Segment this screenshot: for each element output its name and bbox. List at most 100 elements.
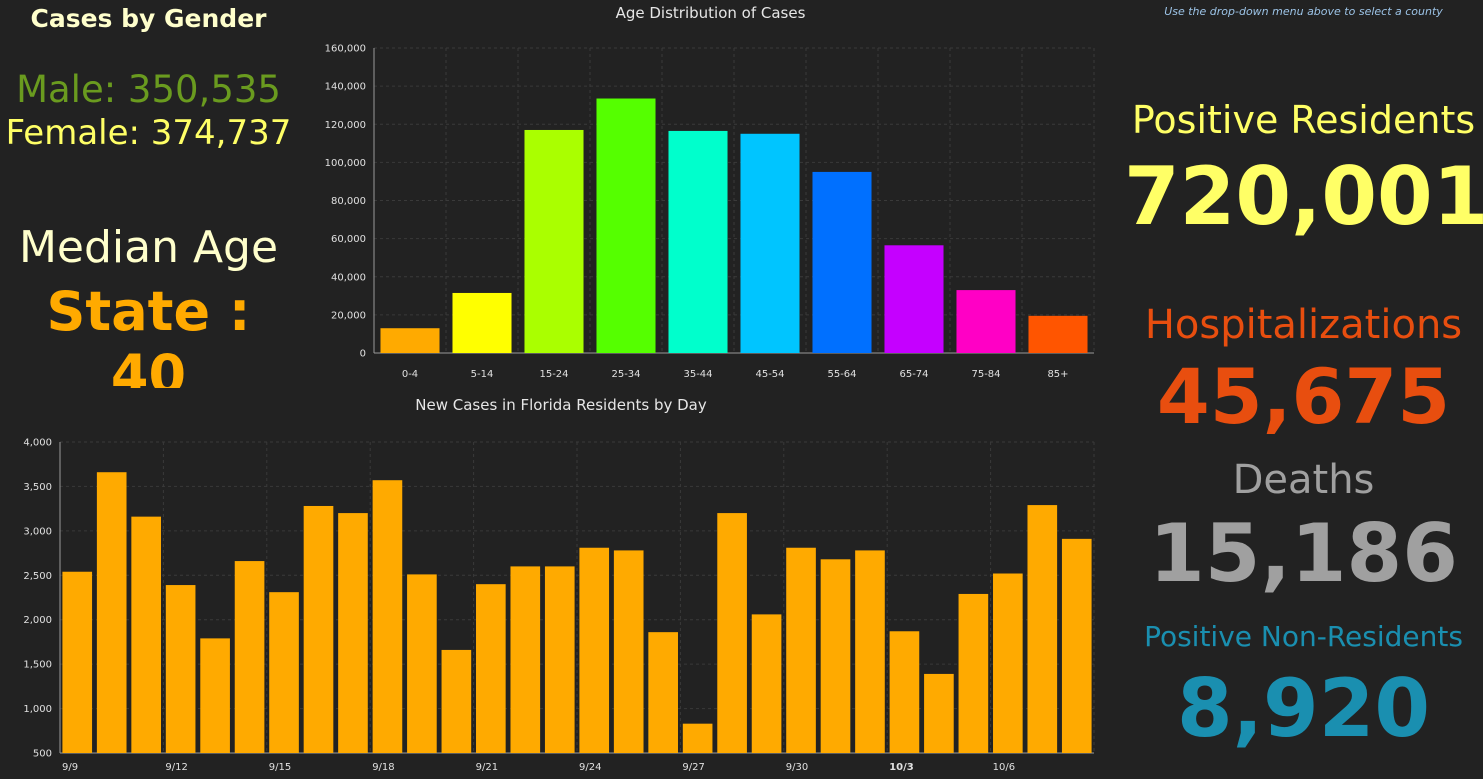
x-tick-label: 9/21 [476, 762, 498, 773]
daily-chart-title: New Cases in Florida Residents by Day [415, 396, 707, 414]
positive-residents-value: 720,001 [1124, 150, 1483, 243]
x-tick-label: 65-74 [899, 369, 928, 380]
hospitalizations-label: Hospitalizations [1144, 302, 1463, 348]
positive-non-residents-value: 8,920 [1176, 662, 1431, 755]
hospitalizations-value: 45,675 [1156, 352, 1451, 441]
county-select-note: Use the drop-down menu above to select a… [1164, 5, 1443, 18]
x-tick-label: 10/6 [993, 762, 1015, 773]
x-tick-label: 9/30 [786, 762, 808, 773]
bar [269, 592, 299, 753]
deaths-value: 15,186 [1149, 507, 1458, 600]
y-tick-label: 60,000 [331, 234, 366, 245]
x-tick-label: 15-24 [539, 369, 568, 380]
bar [380, 328, 440, 353]
bar [613, 550, 644, 753]
x-tick-label: 10/3 [889, 762, 914, 773]
bar [510, 566, 541, 753]
x-tick-label: 9/27 [682, 762, 704, 773]
x-tick-label: 9/12 [165, 762, 187, 773]
daily-cases-panel: New Cases in Florida Residents by Day 50… [0, 390, 1122, 779]
y-tick-label: 2,500 [23, 571, 52, 582]
female-count: Female: 374,737 [5, 113, 292, 153]
bar [855, 550, 885, 753]
bar [958, 593, 989, 753]
bar [200, 638, 230, 753]
deaths-panel: Deaths 15,186 [1124, 453, 1483, 610]
age-chart-title: Age Distribution of Cases [615, 4, 806, 22]
positive-non-residents-label: Positive Non-Residents [1144, 620, 1463, 653]
bar [441, 649, 472, 753]
x-tick-label: 5-14 [471, 369, 494, 380]
bar [924, 673, 954, 753]
y-tick-label: 500 [33, 749, 52, 760]
gender-panel: Cases by Gender Male: 350,535 Female: 37… [0, 0, 297, 178]
bar [62, 571, 93, 753]
bar [740, 133, 800, 353]
bar [165, 585, 196, 753]
y-tick-label: 80,000 [331, 196, 366, 207]
x-tick-label: 55-64 [827, 369, 856, 380]
bar [889, 631, 920, 753]
positive-residents-panel: Positive Residents 720,001 [1124, 42, 1483, 298]
bar [452, 292, 512, 353]
y-tick-label: 20,000 [331, 310, 366, 321]
median-age-value: State : 40 [46, 280, 251, 388]
x-tick-label: 85+ [1047, 369, 1068, 380]
bar [751, 614, 782, 753]
bar [956, 290, 1016, 353]
x-tick-label: 35-44 [683, 369, 712, 380]
bar [648, 632, 678, 753]
y-tick-label: 3,000 [23, 526, 52, 537]
bar [786, 547, 816, 753]
bar [812, 171, 872, 353]
bar [544, 566, 575, 753]
bar [476, 584, 506, 753]
y-tick-label: 2,000 [23, 615, 52, 626]
bar [820, 559, 851, 753]
bar [682, 723, 713, 753]
deaths-label: Deaths [1232, 457, 1375, 503]
bar [717, 513, 747, 753]
age-distribution-chart: 0 20,000 40,000 60,000 80,000 100,000 120,000 1… [325, 44, 1095, 380]
bar [234, 561, 265, 753]
bar [1027, 505, 1058, 753]
daily-cases-chart: 500 1,000 1,500 2,000 2,500 3,000 3,500 4,000 9/… [23, 438, 1095, 773]
bar [303, 505, 334, 753]
y-tick-label: 140,000 [325, 82, 366, 93]
bar [884, 245, 944, 353]
y-tick-label: 120,000 [325, 120, 366, 131]
positive-residents-label: Positive Residents [1131, 98, 1476, 142]
y-tick-label: 160,000 [325, 44, 366, 55]
bar [1028, 315, 1088, 353]
bar [372, 480, 403, 753]
bar [596, 98, 656, 353]
bar [407, 574, 437, 753]
male-count: Male: 350,535 [16, 68, 281, 111]
x-tick-label: 75-84 [971, 369, 1000, 380]
y-tick-label: 100,000 [325, 158, 366, 169]
y-tick-label: 1,000 [23, 704, 52, 715]
hospitalizations-panel: Hospitalizations 45,675 [1124, 300, 1483, 451]
positive-non-residents-panel: Positive Non-Residents 8,920 [1124, 612, 1483, 779]
x-tick-label: 0-4 [402, 369, 418, 380]
gender-title: Cases by Gender [30, 4, 267, 33]
county-note-panel: Use the drop-down menu above to select a… [1124, 0, 1483, 40]
bar [668, 130, 728, 353]
y-tick-label: 40,000 [331, 272, 366, 283]
bar [579, 547, 610, 753]
x-tick-label: 25-34 [611, 369, 640, 380]
x-tick-label: 45-54 [755, 369, 784, 380]
bar [96, 472, 127, 753]
y-tick-label: 0 [360, 349, 366, 360]
y-tick-label: 1,500 [23, 660, 52, 671]
y-tick-label: 4,000 [23, 438, 52, 449]
x-tick-label: 9/18 [372, 762, 394, 773]
bar [993, 573, 1023, 753]
x-tick-label: 9/24 [579, 762, 601, 773]
x-tick-label: 9/15 [269, 762, 291, 773]
bar [338, 513, 368, 753]
bar [524, 129, 584, 353]
median-age-panel: Median Age State : 40 [0, 180, 297, 388]
x-tick-label: 9/9 [62, 762, 78, 773]
bar [1061, 538, 1092, 753]
